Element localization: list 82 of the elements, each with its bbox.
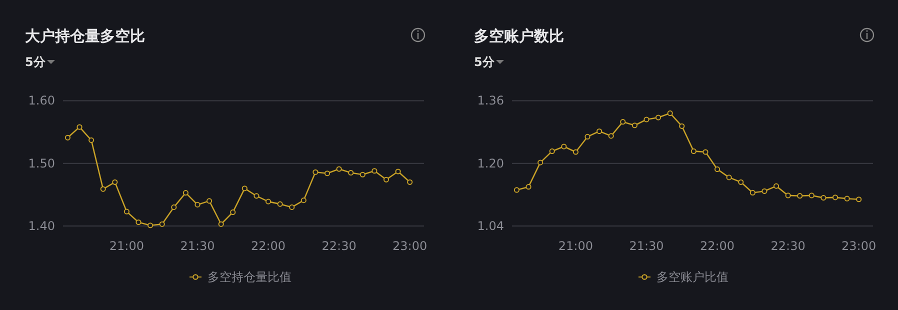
y-tick-label: 1.50: [28, 156, 55, 170]
point: [395, 168, 401, 174]
point: [608, 133, 614, 139]
point: [265, 198, 272, 204]
point: [324, 170, 330, 176]
chart-title: 大户持仓量多空比: [25, 27, 145, 45]
x-tick-label: 22:30: [322, 239, 356, 253]
x-tick-label: 21:00: [109, 239, 144, 253]
point: [348, 170, 354, 176]
point: [644, 116, 650, 122]
point: [785, 192, 791, 198]
point: [171, 204, 177, 210]
point: [762, 188, 768, 194]
x-tick-label: 21:30: [629, 239, 664, 253]
point: [514, 187, 520, 193]
y-tick-label: 1.60: [28, 94, 55, 108]
point: [159, 221, 165, 227]
point: [88, 137, 94, 143]
point: [820, 195, 826, 201]
x-tick-label: 21:30: [180, 239, 215, 253]
point: [596, 128, 602, 134]
point: [242, 186, 248, 192]
point: [312, 169, 318, 175]
point: [136, 219, 142, 226]
point: [538, 160, 544, 166]
point: [655, 114, 662, 120]
point: [194, 202, 200, 208]
point: [856, 196, 862, 202]
point: [300, 198, 306, 204]
point: [277, 201, 283, 207]
point: [667, 110, 673, 116]
point: [584, 134, 590, 140]
point: [726, 174, 732, 180]
point: [738, 179, 744, 185]
point: [407, 179, 413, 185]
point: [690, 148, 696, 154]
point: [750, 190, 756, 196]
y-tick-label: 1.40: [28, 219, 55, 233]
point: [124, 208, 130, 214]
y-tick-label: 1.20: [477, 156, 504, 170]
point: [808, 192, 814, 198]
point: [336, 166, 342, 172]
point: [100, 186, 106, 192]
point: [64, 134, 71, 140]
point: [844, 196, 850, 202]
x-tick-label: 21:00: [558, 239, 594, 253]
point: [632, 122, 638, 128]
chart-subtitle: 5分: [474, 55, 496, 69]
x-tick-label: 23:00: [392, 239, 428, 253]
point: [360, 172, 366, 178]
point: [702, 149, 708, 155]
point: [561, 144, 567, 150]
point: [679, 123, 685, 129]
point: [182, 190, 188, 196]
point: [832, 194, 838, 200]
point: [620, 119, 626, 125]
x-tick-label: 22:00: [250, 239, 286, 253]
point: [797, 193, 803, 199]
point: [148, 222, 154, 228]
x-tick-label: 22:00: [700, 239, 735, 253]
x-tick-label: 22:30: [770, 239, 806, 253]
point: [254, 193, 260, 199]
point: [526, 184, 532, 190]
point: [383, 176, 390, 182]
point: [218, 221, 224, 227]
point: [112, 179, 118, 185]
legend-label: 多空持仓量比值: [208, 270, 292, 284]
legend-label: 多空账户比值: [656, 270, 728, 284]
point: [572, 149, 579, 155]
chart-subtitle: 5分: [25, 55, 46, 69]
point: [206, 198, 212, 204]
point: [289, 204, 295, 210]
point: [714, 166, 720, 172]
point: [773, 183, 780, 189]
y-tick-label: 1.04: [477, 219, 504, 233]
y-tick-label: 1.36: [477, 94, 504, 108]
point: [230, 209, 236, 216]
point: [549, 148, 555, 154]
point: [76, 124, 82, 130]
x-tick-label: 23:00: [842, 239, 876, 253]
chart-title: 多空账户数比: [474, 27, 564, 45]
point: [372, 168, 378, 174]
